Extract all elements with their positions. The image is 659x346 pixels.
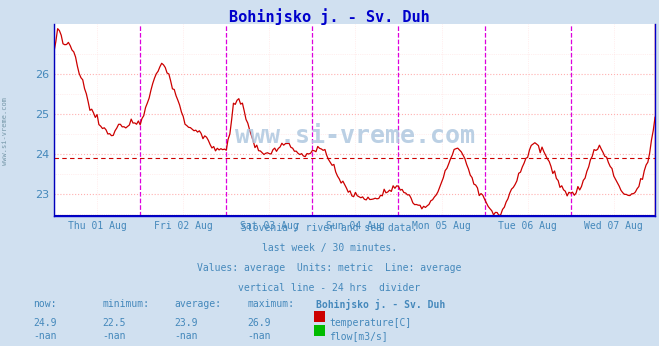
Text: now:: now: xyxy=(33,299,57,309)
Text: -nan: -nan xyxy=(33,331,57,342)
Text: -nan: -nan xyxy=(102,331,126,342)
Text: 26.9: 26.9 xyxy=(247,318,271,328)
Text: temperature[C]: temperature[C] xyxy=(330,318,412,328)
Text: flow[m3/s]: flow[m3/s] xyxy=(330,331,388,342)
Text: Bohinjsko j. - Sv. Duh: Bohinjsko j. - Sv. Duh xyxy=(316,299,445,310)
Text: vertical line - 24 hrs  divider: vertical line - 24 hrs divider xyxy=(239,283,420,293)
Text: Values: average  Units: metric  Line: average: Values: average Units: metric Line: aver… xyxy=(197,263,462,273)
Text: -nan: -nan xyxy=(247,331,271,342)
Text: www.si-vreme.com: www.si-vreme.com xyxy=(235,124,474,148)
Text: minimum:: minimum: xyxy=(102,299,149,309)
Text: Bohinjsko j. - Sv. Duh: Bohinjsko j. - Sv. Duh xyxy=(229,9,430,26)
Text: average:: average: xyxy=(175,299,221,309)
Text: Slovenia / river and sea data.: Slovenia / river and sea data. xyxy=(241,223,418,233)
Text: maximum:: maximum: xyxy=(247,299,294,309)
Text: 24.9: 24.9 xyxy=(33,318,57,328)
Text: 22.5: 22.5 xyxy=(102,318,126,328)
Text: 23.9: 23.9 xyxy=(175,318,198,328)
Text: -nan: -nan xyxy=(175,331,198,342)
Text: www.si-vreme.com: www.si-vreme.com xyxy=(2,98,9,165)
Text: last week / 30 minutes.: last week / 30 minutes. xyxy=(262,243,397,253)
